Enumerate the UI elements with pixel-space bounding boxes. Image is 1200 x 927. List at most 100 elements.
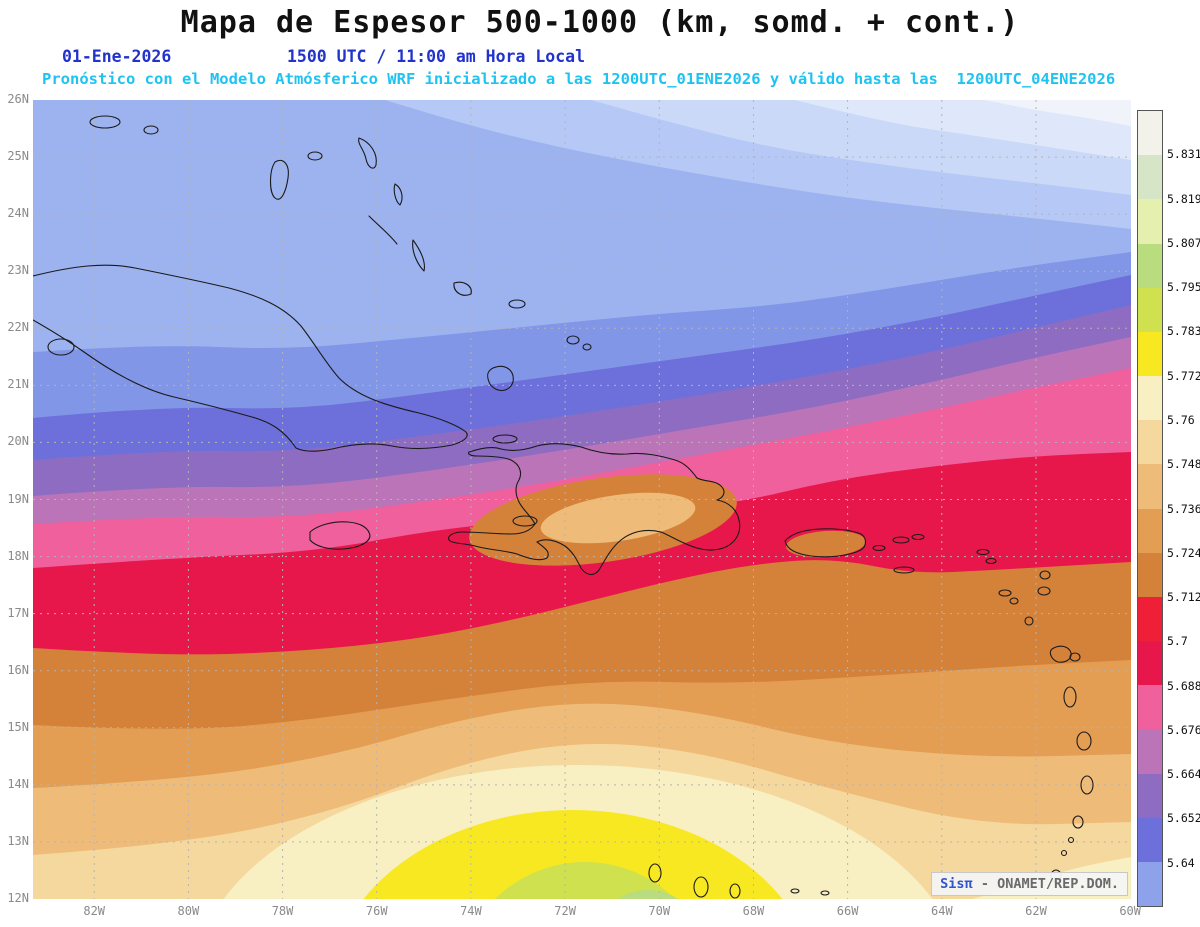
- coastlines: [33, 115, 1094, 899]
- colorbar-segment: [1138, 155, 1162, 200]
- st-thomas-coastline: [892, 536, 910, 544]
- montserrat-coastline: [1024, 616, 1034, 626]
- colorbar-tick-label: 5.795: [1167, 280, 1200, 295]
- guadeloupe-coastline: [1049, 645, 1072, 663]
- eleuthera-coastline: [358, 137, 377, 169]
- colorbar-segment: [1138, 729, 1162, 774]
- lon-label: 60W: [1119, 904, 1142, 918]
- isla-juventud-coastline: [47, 338, 75, 356]
- colorbar-segment: [1138, 861, 1162, 907]
- colorbar-segment: [1138, 552, 1162, 597]
- puerto-rico-coastline: [784, 528, 867, 558]
- long-island-coastline: [412, 239, 425, 272]
- tortuga-coastline: [492, 434, 518, 444]
- lon-label: 78W: [271, 904, 294, 918]
- curacao-coastline: [693, 876, 709, 898]
- st-croix-coastline: [893, 566, 915, 574]
- lat-label: 21N: [7, 377, 29, 392]
- lon-label: 70W: [648, 904, 671, 918]
- lat-label: 13N: [7, 833, 29, 848]
- lat-label: 22N: [7, 320, 29, 335]
- lat-label: 14N: [7, 776, 29, 791]
- colorbar-tick-label: 5.688: [1167, 678, 1200, 693]
- colorbar-segment: [1138, 685, 1162, 730]
- colorbar-tick-label: 5.748: [1167, 457, 1200, 472]
- crooked-island-coastline: [453, 281, 472, 296]
- lon-label: 74W: [460, 904, 482, 918]
- lon-label: 80W: [177, 904, 200, 918]
- lat-label: 19N: [7, 491, 29, 506]
- map-time: 1500 UTC / 11:00 am Hora Local: [287, 47, 586, 66]
- colorbar-tick-label: 5.724: [1167, 545, 1200, 560]
- colorbar-tick-label: 5.664: [1167, 767, 1200, 782]
- lon-label: 76W: [365, 904, 388, 918]
- colorbar-tick-label: 5.783: [1167, 324, 1200, 339]
- dominica-coastline: [1063, 686, 1077, 708]
- lat-label: 12N: [7, 891, 29, 905]
- inagua-coastline: [487, 365, 514, 392]
- hispaniola-coastline: [448, 443, 741, 576]
- colorbar-tick-label: 5.64: [1167, 855, 1195, 870]
- lat-label: 26N: [7, 92, 29, 106]
- vieques-coastline: [872, 544, 886, 552]
- lat-label: 16N: [7, 662, 29, 677]
- la-orchila-coastline: [820, 890, 830, 896]
- st-vincent-coastline: [1072, 815, 1084, 829]
- andros-coastline: [269, 159, 289, 200]
- watermark-brand: Sisπ: [940, 876, 973, 892]
- colorbar-segment: [1138, 508, 1162, 553]
- colorbar-tick-label: 5.772: [1167, 368, 1200, 383]
- lon-label: 72W: [554, 904, 576, 918]
- st-lucia-coastline: [1080, 775, 1094, 795]
- lon-label: 64W: [930, 904, 953, 918]
- lon-label: 62W: [1025, 904, 1047, 918]
- map-area: Sisπ - ONAMET/REP.DOM.: [33, 100, 1131, 899]
- area-puerto-rico-terrain: [786, 530, 866, 558]
- colorbar-tick-label: 5.819: [1167, 191, 1200, 206]
- colorbar-tick-label: 5.736: [1167, 501, 1200, 516]
- bonaire-coastline: [729, 883, 741, 899]
- watermark: Sisπ - ONAMET/REP.DOM.: [931, 872, 1128, 896]
- colorbar-tick-label: 5.652: [1167, 811, 1200, 826]
- lat-label: 25N: [7, 149, 29, 164]
- colorbar-tick-label: 5.76: [1167, 412, 1195, 427]
- colorbar-segment: [1138, 243, 1162, 288]
- aruba-coastline: [648, 863, 662, 883]
- map-date: 01-Ene-2026: [62, 47, 172, 66]
- lat-label: 23N: [7, 263, 29, 278]
- colorbar-segment: [1138, 111, 1162, 156]
- colorbar-tick-label: 5.676: [1167, 722, 1200, 737]
- cuba-coastline: [33, 264, 468, 452]
- colorbar-tick-label: 5.807: [1167, 235, 1200, 250]
- colorbar-segment: [1138, 773, 1162, 818]
- colorbar-tick-label: 5.831: [1167, 147, 1200, 162]
- area-light-green-5.795: [618, 890, 678, 899]
- colorbar-segment: [1138, 199, 1162, 244]
- martinique-coastline: [1076, 731, 1092, 751]
- jamaica-coastline: [309, 521, 371, 550]
- mayaguana-coastline: [508, 299, 526, 309]
- los-roques-coastline: [790, 888, 800, 894]
- cay-bank-coastline: [143, 125, 159, 135]
- lat-label: 18N: [7, 548, 29, 563]
- st-martin-coastline: [985, 557, 997, 565]
- grande-terre-coastline: [1069, 652, 1081, 662]
- colorbar-segment: [1138, 376, 1162, 421]
- cay-sal-coastline: [89, 115, 121, 129]
- st-kitts-coastline: [998, 589, 1012, 597]
- thickness-map: [33, 100, 1131, 899]
- barbuda-coastline: [1039, 570, 1051, 580]
- tortola-coastline: [911, 533, 925, 541]
- colorbar-segment: [1138, 464, 1162, 509]
- lon-label: 68W: [742, 904, 765, 918]
- colorbar-segment: [1138, 331, 1162, 377]
- lat-label: 24N: [7, 206, 29, 221]
- colorbar-segment: [1138, 596, 1162, 642]
- turks-coastline: [566, 335, 580, 345]
- colorbar-segment: [1138, 420, 1162, 465]
- area-yellow-5.772: [363, 810, 783, 899]
- colorbar-segment: [1138, 817, 1162, 862]
- colorbar-segment: [1138, 641, 1162, 686]
- nevis-coastline: [1009, 597, 1019, 605]
